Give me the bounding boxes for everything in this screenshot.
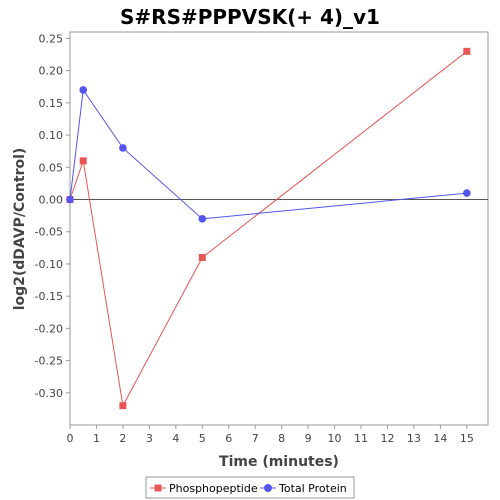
y-tick-label: -0.20 <box>35 322 63 335</box>
legend-label-phosphopeptide: Phosphopeptide <box>169 482 258 495</box>
x-tick-label: 7 <box>252 432 259 445</box>
x-tick-label: 10 <box>328 432 342 445</box>
x-tick-label: 14 <box>433 432 447 445</box>
legend-label-total-protein: Total Protein <box>278 482 347 495</box>
data-point-phosphopeptide <box>198 253 206 261</box>
x-axis-label: Time (minutes) <box>219 454 339 470</box>
series-markers <box>66 47 471 410</box>
x-tick-label: 1 <box>93 432 100 445</box>
x-tick-label: 13 <box>407 432 421 445</box>
data-point-total-protein <box>198 215 207 223</box>
y-tick-label: -0.05 <box>35 226 63 239</box>
y-tick-label: 0.10 <box>39 129 64 142</box>
x-tick-label: 0 <box>67 432 74 445</box>
legend-marker-phosphopeptide <box>154 484 162 492</box>
y-tick-label: 0.05 <box>39 161 64 174</box>
y-tick-label: 0.15 <box>39 97 64 110</box>
data-point-total-protein <box>79 86 88 94</box>
x-tick-label: 6 <box>225 432 232 445</box>
y-axis-label: log2(dDAVP/Control) <box>12 148 28 311</box>
x-tick-label: 9 <box>305 432 312 445</box>
plot-area <box>69 31 489 426</box>
y-tick-label: -0.15 <box>35 290 63 303</box>
x-tick-label: 8 <box>278 432 285 445</box>
legend-marker-total-protein <box>264 484 272 492</box>
y-tick-label: 0.00 <box>39 194 64 207</box>
chart-title: S#RS#PPPVSK(+ 4)_v1 <box>120 5 380 29</box>
x-tick-label: 12 <box>380 432 394 445</box>
x-tick-label: 11 <box>354 432 368 445</box>
y-tick-label: -0.30 <box>35 387 63 400</box>
data-point-total-protein <box>119 144 127 152</box>
data-point-total-protein <box>66 195 74 204</box>
y-tick-label: 0.25 <box>39 32 64 45</box>
y-tick-label: -0.25 <box>35 355 63 368</box>
x-tick-label: 4 <box>172 432 179 445</box>
x-tick-label: 15 <box>460 432 474 445</box>
data-point-phosphopeptide <box>463 47 471 55</box>
y-tick-label: 0.20 <box>39 65 64 78</box>
x-tick-label: 5 <box>199 432 206 445</box>
data-point-phosphopeptide <box>119 402 127 410</box>
legend-box <box>145 476 355 499</box>
x-axis: 0 1 2 3 4 5 6 7 8 9 10 11 12 13 14 15 <box>67 425 474 445</box>
data-point-phosphopeptide <box>79 157 87 165</box>
y-tick-label: -0.10 <box>35 258 63 271</box>
data-point-total-protein <box>463 189 471 197</box>
x-tick-label: 3 <box>146 432 153 445</box>
legend: Phosphopeptide Total Protein <box>145 476 355 499</box>
x-tick-label: 2 <box>119 432 126 445</box>
y-axis: 0.25 0.20 0.15 0.10 0.05 0.00 -0.05 -0.10 -0.15 -… <box>35 32 70 400</box>
